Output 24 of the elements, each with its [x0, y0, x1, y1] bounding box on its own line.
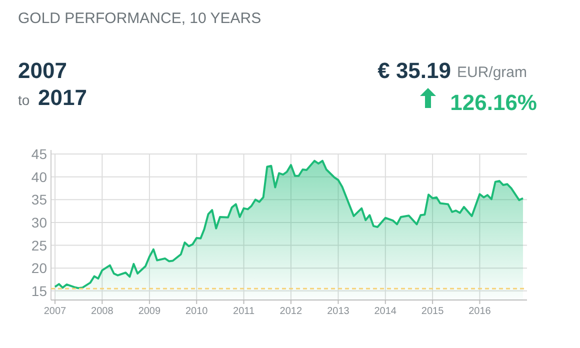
x-tick-label: 2012 [280, 306, 302, 317]
chart-title: GOLD PERFORMANCE, 10 YEARS [18, 10, 262, 27]
x-tick-label: 2014 [374, 306, 397, 317]
y-tick-label: 20 [31, 260, 48, 276]
y-tick-label: 15 [31, 282, 48, 299]
y-tick-label: 45 [31, 146, 48, 162]
text: 2017 [38, 85, 87, 110]
x-tick-label: 2009 [138, 306, 162, 317]
y-tick-label: 30 [31, 214, 48, 230]
y-tick-label: 25 [31, 237, 48, 254]
x-tick-label: 2010 [185, 306, 208, 317]
x-tick-label: 2008 [91, 306, 114, 317]
text: to [18, 92, 30, 108]
text: 126.16% [450, 90, 537, 115]
text: 2007 [18, 58, 67, 83]
text: € 35.19 [378, 58, 451, 83]
x-tick-label: 2013 [327, 306, 350, 317]
text: EUR/gram [457, 64, 528, 81]
x-tick-label: 2011 [233, 306, 255, 317]
x-tick-label: 2015 [421, 306, 444, 317]
y-tick-label: 35 [31, 192, 48, 208]
x-tick-label: 2007 [44, 306, 67, 317]
x-tick-label: 2016 [468, 306, 492, 317]
y-tick-label: 40 [31, 168, 48, 185]
